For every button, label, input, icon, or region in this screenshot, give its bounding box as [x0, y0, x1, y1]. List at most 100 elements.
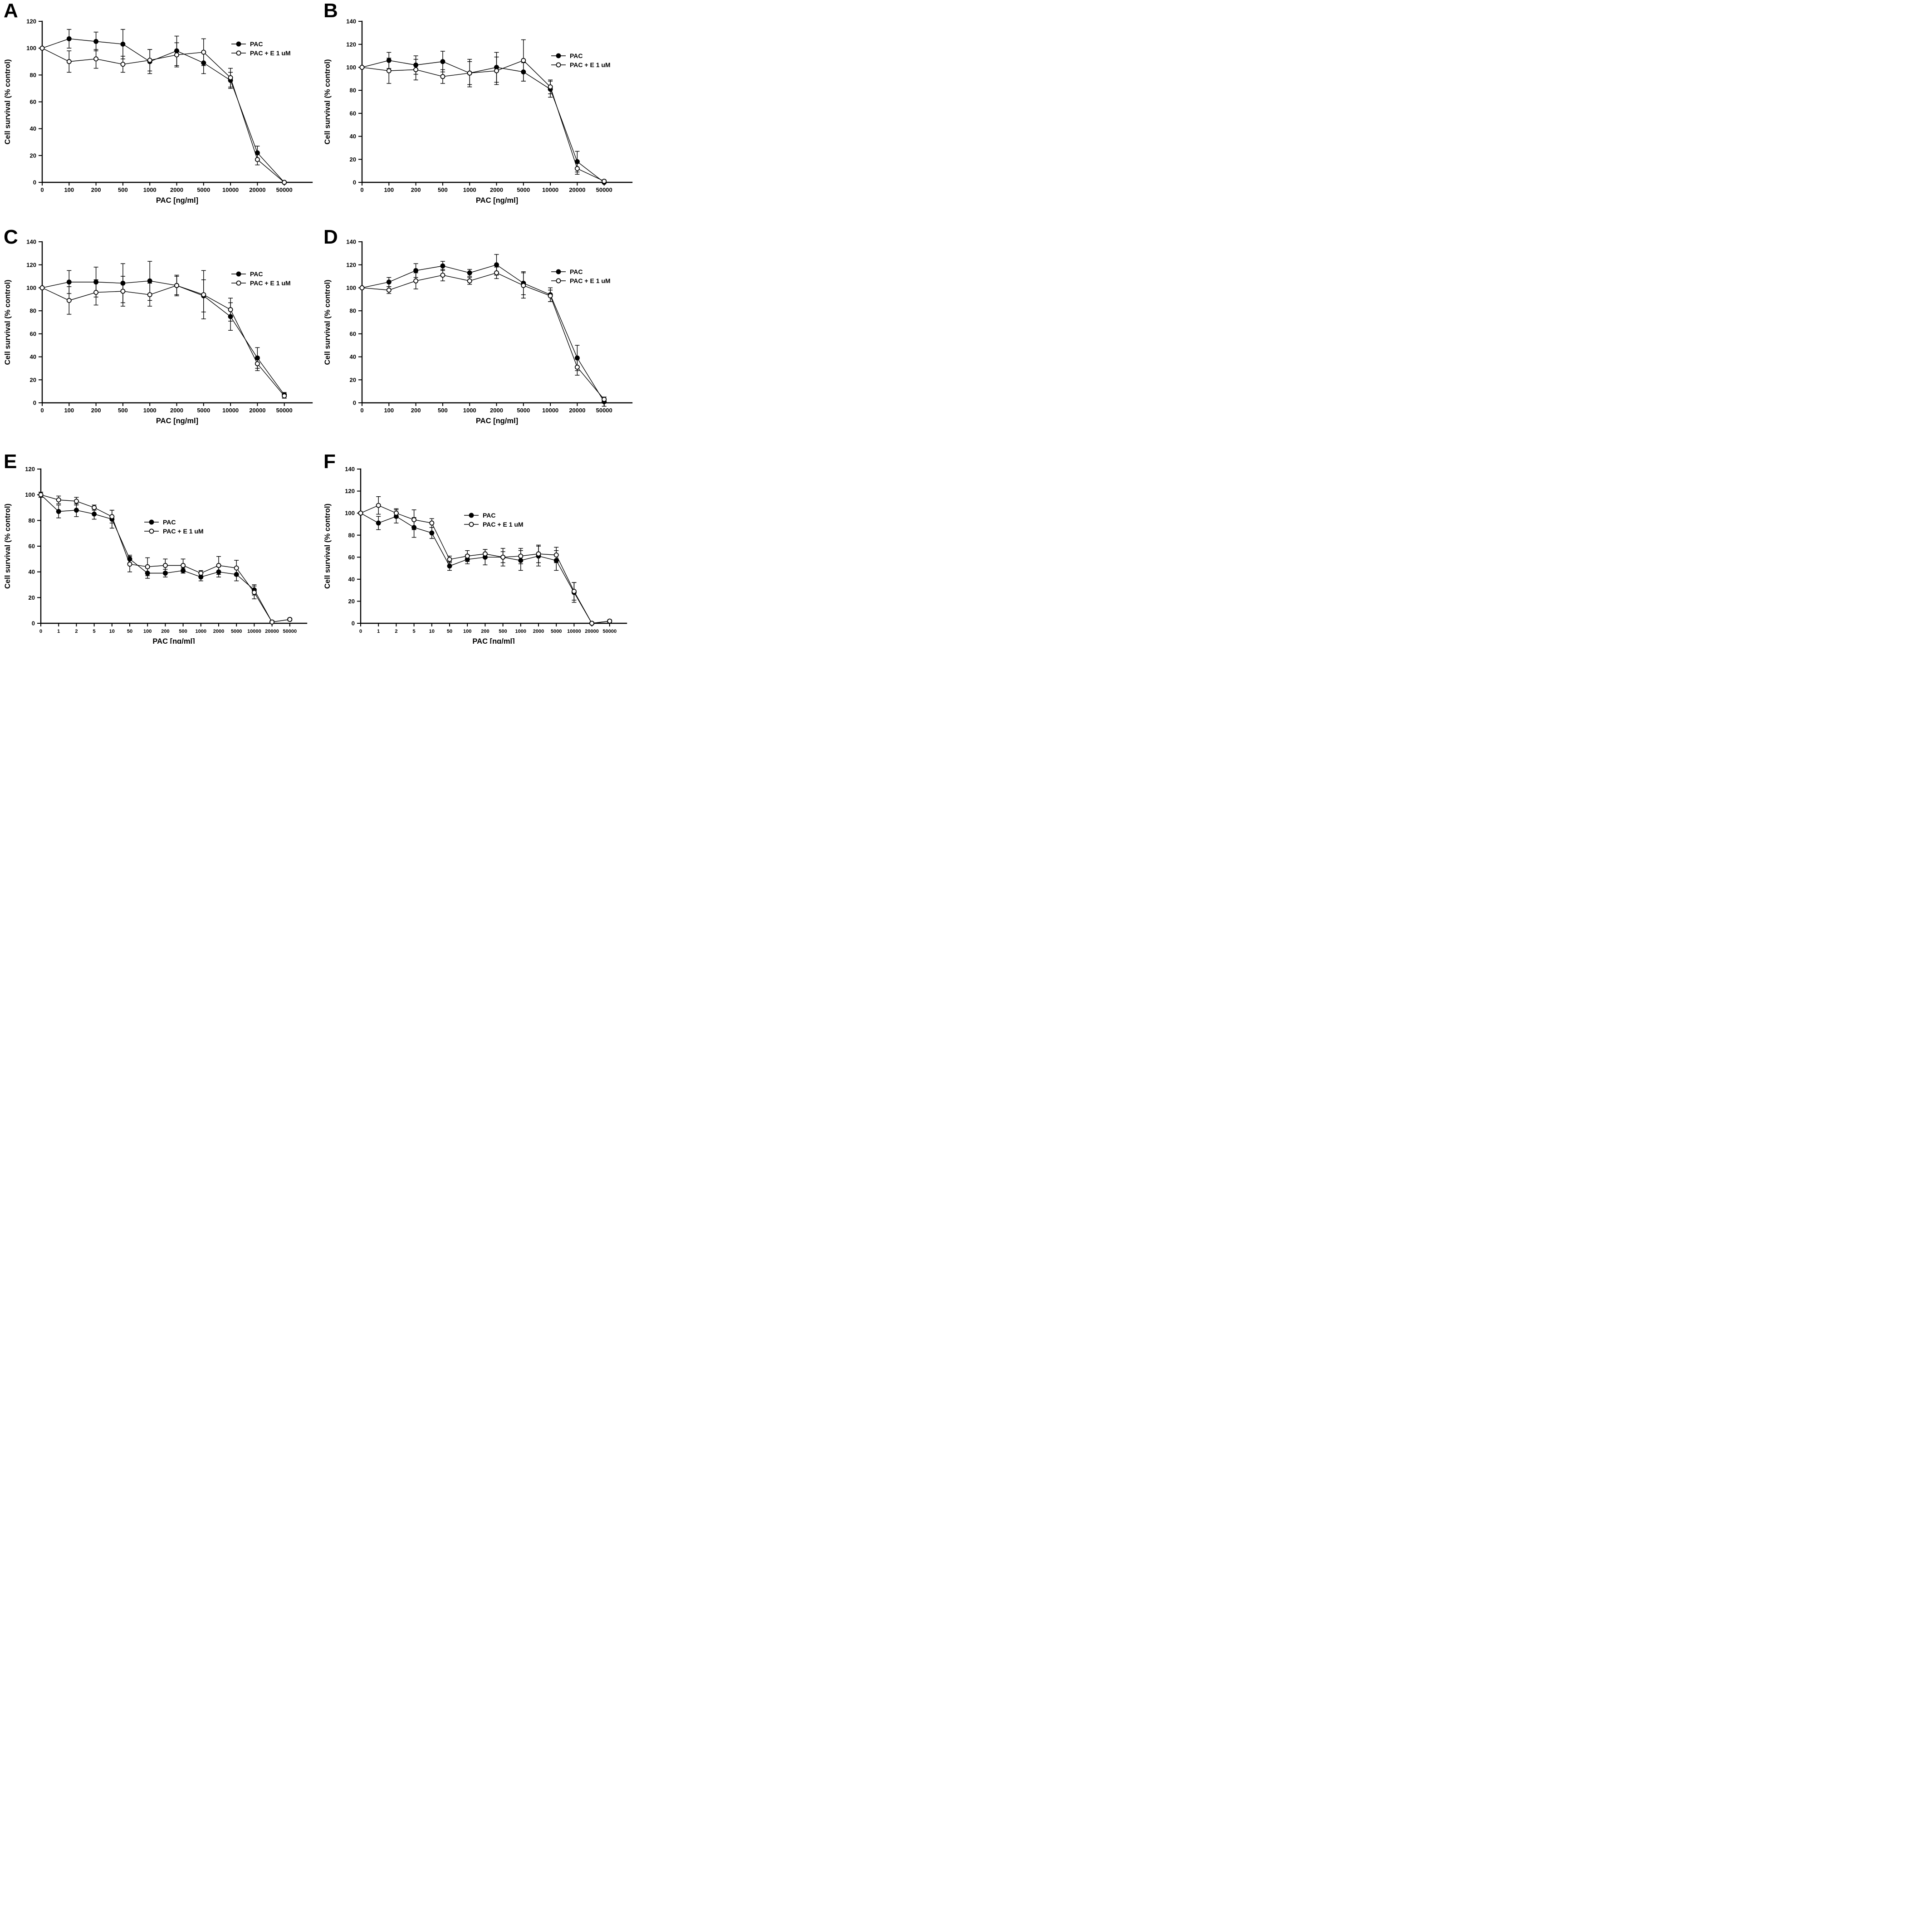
x-tick-label: 200 — [161, 629, 169, 634]
y-tick-label: 80 — [350, 308, 356, 314]
panel-C-chart: 0 20 40 60 80 100 120 140 0 100 200 500 1000 2000 5000… — [0, 215, 320, 429]
x-tick-label: 10000 — [567, 629, 581, 634]
data-point-marker — [282, 180, 287, 185]
series-pac-lines — [42, 29, 285, 183]
data-point-marker — [174, 283, 179, 288]
data-point-marker — [500, 554, 506, 560]
x-tick-label: 20000 — [249, 407, 265, 414]
x-tick-label: 100 — [143, 629, 152, 634]
x-axis: 0 100 200 500 1000 2000 5000 10000 20000 50000 — [360, 182, 612, 193]
legend-marker — [556, 278, 561, 284]
data-point-marker — [198, 571, 204, 576]
data-point-marker — [602, 179, 607, 184]
legend-label: PAC — [250, 40, 263, 48]
x-tick-label: 500 — [118, 407, 128, 414]
legend-item-pac: PAC — [231, 40, 263, 48]
data-point-marker — [574, 364, 580, 370]
x-tick-label: 2000 — [490, 407, 503, 414]
data-point-marker — [359, 285, 365, 290]
y-tick-label: 100 — [26, 284, 36, 291]
data-point-marker — [201, 292, 206, 298]
y-tick-label: 120 — [26, 261, 36, 268]
legend-item-pac: PAC — [551, 268, 583, 275]
data-point-marker — [521, 58, 526, 63]
legend-marker — [149, 528, 154, 534]
x-tick-label: 500 — [118, 186, 128, 193]
legend-marker — [149, 519, 154, 525]
axes-spines — [41, 20, 313, 183]
data-point-marker — [482, 551, 488, 557]
legend-label: PAC — [570, 268, 583, 275]
data-point-marker — [181, 568, 186, 573]
x-tick-label: 20000 — [265, 629, 279, 634]
data-point-marker — [359, 64, 365, 70]
data-point-marker — [39, 45, 45, 51]
x-tick-label: 5 — [93, 629, 96, 634]
panel-F: 0 20 40 60 80 100 120 140 0 1 2 5 10 50 100 200 500 1000 2… — [320, 429, 640, 644]
data-point-marker — [607, 618, 612, 624]
x-tick-label: 0 — [39, 629, 42, 634]
data-point-marker — [109, 514, 115, 519]
data-point-marker — [440, 273, 445, 278]
data-point-marker — [589, 621, 595, 626]
data-point-marker — [467, 270, 472, 275]
y-tick-label: 120 — [346, 41, 356, 48]
series-pac-lines — [362, 51, 605, 183]
y-tick-label: 20 — [30, 377, 36, 383]
y-axis-title: Cell survival (% control) — [323, 280, 332, 365]
axes-spines — [41, 241, 313, 404]
series-pac-plus-e-lines — [42, 270, 287, 399]
panel-D-chart: 0 20 40 60 80 100 120 140 0 100 200 500 1000 2000 5000… — [320, 215, 640, 429]
y-tick-label: 0 — [33, 400, 36, 406]
panel-E: 0 20 40 60 80 100 120 0 1 2 5 10 50 100 200 500 1000 2000… — [0, 429, 320, 644]
y-tick-label: 40 — [350, 353, 356, 360]
x-tick-label: 200 — [91, 186, 101, 193]
panel-A-chart: 0 20 40 60 80 100 120 0 100 200 500 1000 2000 5000 100… — [0, 0, 320, 215]
data-point-marker — [440, 59, 445, 64]
y-tick-label: 60 — [30, 330, 36, 337]
x-tick-label: 10000 — [222, 407, 239, 414]
data-point-marker — [413, 268, 419, 273]
x-axis-title: PAC [ng/ml] — [156, 196, 198, 205]
data-point-marker — [411, 517, 417, 523]
data-point-marker — [66, 298, 72, 303]
data-point-marker — [66, 36, 72, 41]
x-tick-label: 200 — [91, 407, 101, 414]
data-point-marker — [548, 293, 553, 298]
panel-label-B: B — [323, 0, 338, 22]
data-point-marker — [518, 553, 524, 559]
data-point-marker — [147, 292, 152, 298]
legend-label: PAC + E 1 uM — [483, 521, 524, 528]
data-point-marker — [553, 558, 559, 563]
axes-spines — [361, 20, 633, 183]
data-point-marker — [255, 157, 260, 162]
data-point-marker — [162, 571, 168, 576]
x-tick-label: 1 — [57, 629, 60, 634]
data-point-marker — [93, 279, 99, 285]
y-tick-label: 20 — [29, 594, 35, 601]
data-point-marker — [440, 263, 445, 269]
data-point-marker — [127, 556, 132, 562]
data-point-marker — [548, 84, 553, 89]
data-point-marker — [413, 62, 419, 68]
x-tick-label: 0 — [360, 186, 363, 193]
data-point-marker — [201, 60, 206, 66]
x-axis: 0 100 200 500 1000 2000 5000 10000 20000 50000 — [40, 182, 293, 193]
x-tick-label: 0 — [40, 186, 44, 193]
series-pac-plus-e-markers — [358, 503, 612, 626]
data-point-marker — [92, 505, 97, 510]
data-point-marker — [228, 314, 233, 319]
data-point-marker — [145, 564, 150, 569]
series-pac-plus-e-markers — [39, 283, 287, 399]
x-tick-label: 5000 — [517, 186, 530, 193]
legend-item-pac-plus-e: PAC + E 1 uM — [464, 521, 524, 528]
data-point-marker — [255, 355, 260, 361]
x-tick-label: 100 — [384, 186, 394, 193]
data-point-marker — [574, 159, 580, 164]
data-point-marker — [39, 285, 45, 290]
x-tick-label: 100 — [463, 629, 471, 634]
y-tick-label: 100 — [26, 45, 36, 52]
data-point-marker — [255, 361, 260, 367]
